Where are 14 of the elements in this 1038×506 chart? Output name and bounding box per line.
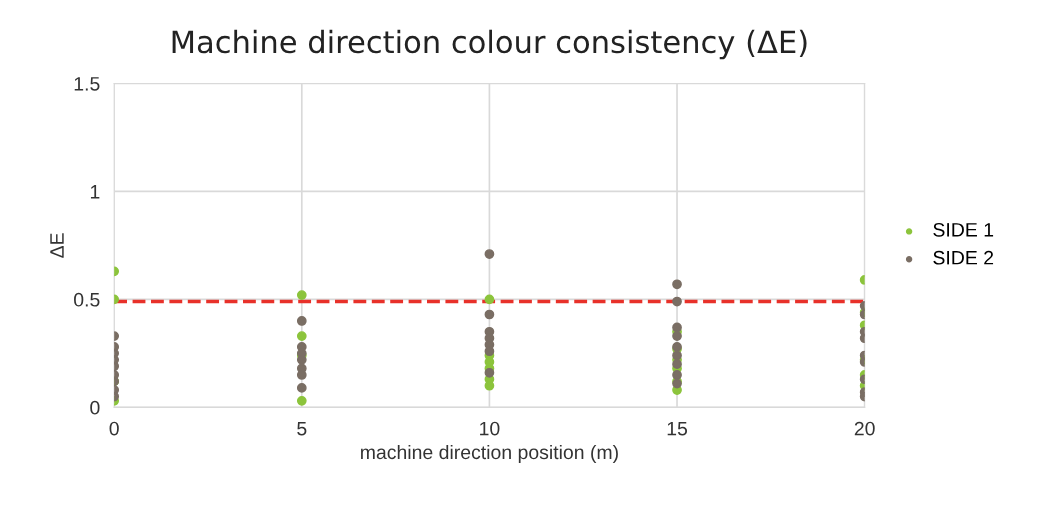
x-tick-label: 0 [109, 421, 119, 436]
y-axis-title: ΔE [50, 233, 64, 258]
legend-label: SIDE 1 [933, 222, 994, 237]
x-tick-label: 20 [854, 421, 875, 436]
x-tick-label: 5 [297, 421, 307, 436]
chart-title: Machine direction colour consistency (ΔE) [172, 29, 807, 60]
y-tick-label: 0.5 [74, 292, 100, 307]
x-tick-label: 15 [667, 421, 688, 436]
y-tick-label: 0 [90, 400, 100, 415]
x-axis-title: machine direction position (m) [361, 444, 618, 464]
y-tick-label: 1 [90, 185, 100, 199]
x-tick-label: 10 [480, 421, 500, 436]
legend-label: SIDE 2 [933, 250, 994, 265]
y-tick-label: 1.5 [74, 77, 100, 91]
